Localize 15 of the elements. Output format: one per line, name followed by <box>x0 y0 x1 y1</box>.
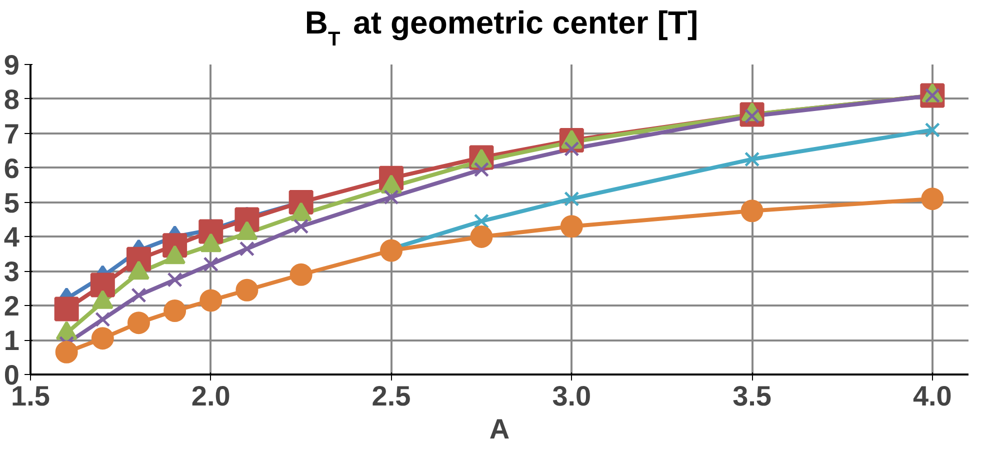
x-axis-title: A <box>489 414 510 444</box>
y-tick-label: 2 <box>4 290 20 322</box>
y-tick-label: 4 <box>4 222 20 253</box>
x-tick-label: 2.5 <box>372 380 411 412</box>
y-tick-label: 7 <box>4 118 20 150</box>
x-tick-label: 4.0 <box>912 380 952 412</box>
x-tick-label: 3.5 <box>732 380 772 412</box>
y-tick-label: 9 <box>4 50 20 80</box>
y-tick-label: 5 <box>4 187 20 218</box>
y-tick-label: 6 <box>4 152 20 184</box>
y-tick-label: 1 <box>4 325 20 356</box>
y-tick-label: 3 <box>4 256 20 288</box>
x-tick-label: 3.0 <box>552 380 592 412</box>
y-tick-label: 8 <box>4 84 20 115</box>
x-tick-label: 2.0 <box>191 380 230 412</box>
